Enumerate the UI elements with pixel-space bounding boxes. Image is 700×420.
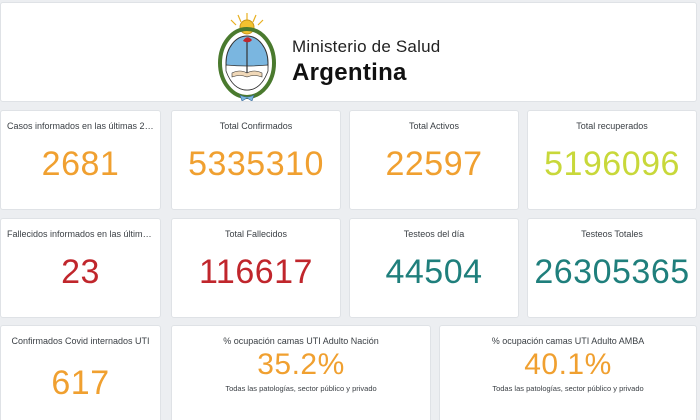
- card-title: Total Fallecidos: [224, 229, 288, 239]
- card-value: 35.2%: [257, 348, 345, 381]
- card-icu-occupancy-amba: % ocupación camas UTI Adulto AMBA 40.1% …: [439, 325, 697, 420]
- card-value: 26305365: [534, 253, 690, 291]
- card-title: % ocupación camas UTI Adulto Nación: [223, 336, 379, 346]
- card-title: Testeos Totales: [581, 229, 643, 239]
- card-value: 5196096: [544, 145, 680, 183]
- card-total-tests: Testeos Totales 26305365: [527, 218, 697, 318]
- card-title: Total recuperados: [576, 121, 648, 131]
- card-subtitle: Todas las patologías, sector público y p…: [225, 384, 377, 393]
- ministry-name: Ministerio de Salud: [292, 37, 441, 56]
- card-deaths-24h: Fallecidos informados en las última... 2…: [0, 218, 161, 318]
- country-name: Argentina: [292, 59, 407, 86]
- coat-of-arms-logo: [218, 13, 276, 101]
- card-total-confirmed: Total Confirmados 5335310: [171, 110, 341, 210]
- card-title: Total Activos: [408, 121, 460, 131]
- card-title: % ocupación camas UTI Adulto AMBA: [491, 336, 645, 346]
- card-value: 617: [51, 364, 110, 402]
- card-value: 116617: [199, 253, 313, 291]
- card-value: 22597: [385, 145, 483, 183]
- card-value: 2681: [41, 145, 120, 183]
- card-title: Fallecidos informados en las última...: [7, 229, 156, 239]
- card-title: Confirmados Covid internados UTI: [11, 336, 150, 346]
- card-value: 40.1%: [524, 348, 612, 381]
- card-daily-tests: Testeos del día 44504: [349, 218, 519, 318]
- card-total-deaths: Total Fallecidos 116617: [171, 218, 341, 318]
- card-title: Testeos del día: [403, 229, 465, 239]
- card-subtitle: Todas las patologías, sector público y p…: [492, 384, 644, 393]
- card-value: 5335310: [188, 145, 324, 183]
- card-total-active: Total Activos 22597: [349, 110, 519, 210]
- card-cases-24h: Casos informados en las últimas 24... 26…: [0, 110, 161, 210]
- card-value: 44504: [385, 253, 483, 291]
- header-banner: Ministerio de Salud Argentina: [0, 2, 697, 102]
- card-icu-confirmed: Confirmados Covid internados UTI 617: [0, 325, 161, 420]
- card-title: Casos informados en las últimas 24...: [7, 121, 158, 131]
- card-total-recovered: Total recuperados 5196096: [527, 110, 697, 210]
- card-title: Total Confirmados: [219, 121, 293, 131]
- card-value: 23: [61, 253, 100, 291]
- card-icu-occupancy-nation: % ocupación camas UTI Adulto Nación 35.2…: [171, 325, 431, 420]
